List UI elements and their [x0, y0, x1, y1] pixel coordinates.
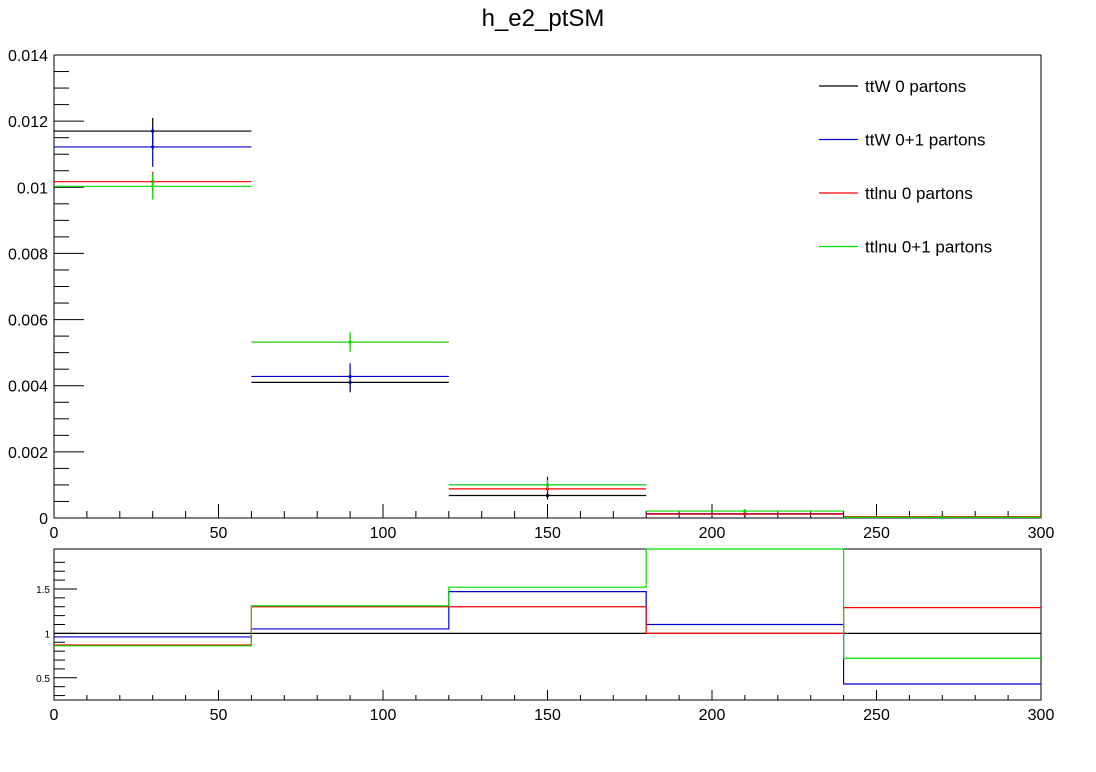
x-tick-label: 150: [534, 525, 561, 542]
x-tick-label: 250: [863, 525, 890, 542]
ratio-panel: 0.5 1 1.5 0 50 100 150 200 250 300: [36, 548, 1055, 724]
ratio-x-tick-label: 100: [370, 707, 397, 724]
y-tick-label: 0.008: [8, 246, 48, 263]
series-ttlnu-0-partons: [54, 171, 1041, 519]
legend-entry: ttW 0 partons: [865, 77, 966, 96]
legend-entry: ttW 0+1 partons: [865, 131, 985, 150]
series-ttw-0-partons: [54, 117, 1041, 519]
ratio-x-tick-label: 300: [1028, 707, 1055, 724]
bin-marker: [151, 184, 155, 188]
y-tick-label: 0.014: [8, 48, 48, 65]
bin-marker: [743, 512, 747, 516]
series-ttlnu-0-1-partons: [54, 173, 1041, 519]
y-tick-label: 0.01: [17, 180, 48, 197]
chart-title: h_e2_ptSM: [482, 5, 605, 32]
bin-marker: [940, 515, 944, 519]
y-tick-label: 0.004: [8, 379, 48, 396]
ratio-y-tick-label: 0.5: [36, 674, 50, 685]
legend-entry: ttlnu 0+1 partons: [865, 238, 992, 257]
bin-marker: [348, 374, 352, 379]
ratio-step-ttlnu-0-1-partons: [54, 548, 1041, 659]
ratio-step-ttlnu-0-partons: [54, 606, 1041, 646]
x-tick-label: 200: [699, 525, 726, 542]
main-panel: 0 0.002 0.004 0.006 0.008 0.01 0.012 0.014 0 50 10…: [8, 48, 1054, 542]
bin-marker: [545, 483, 550, 487]
x-tick-label: 50: [210, 525, 228, 542]
ratio-x-tick-label: 50: [210, 707, 228, 724]
main-plot-frame: [53, 54, 1042, 519]
legend-entry: ttlnu 0 partons: [865, 184, 973, 203]
bin-marker: [545, 493, 550, 498]
ratio-y-tick-label: 1.5: [36, 585, 50, 596]
ratio-x-tick-label: 150: [534, 707, 561, 724]
y-tick-label: 0.006: [8, 313, 48, 330]
bin-marker: [348, 340, 352, 344]
ratio-x-tick-label: 250: [863, 707, 890, 724]
bin-marker: [151, 145, 155, 149]
y-tick-label: 0.012: [8, 114, 48, 131]
x-tick-label: 300: [1028, 525, 1055, 542]
ratio-x-tick-label: 200: [699, 707, 726, 724]
y-tick-label: 0.002: [8, 445, 48, 462]
x-tick-label: 0: [50, 525, 59, 542]
ratio-y-tick-label: 1: [44, 629, 50, 640]
ratio-x-tick-label: 0: [50, 707, 59, 724]
x-tick-label: 100: [370, 525, 397, 542]
ratio-plot-frame: [53, 548, 1042, 701]
ratio-step-ttw-0-1-partons: [54, 591, 1041, 685]
bin-marker: [743, 509, 747, 513]
y-tick-label: 0: [39, 511, 48, 528]
